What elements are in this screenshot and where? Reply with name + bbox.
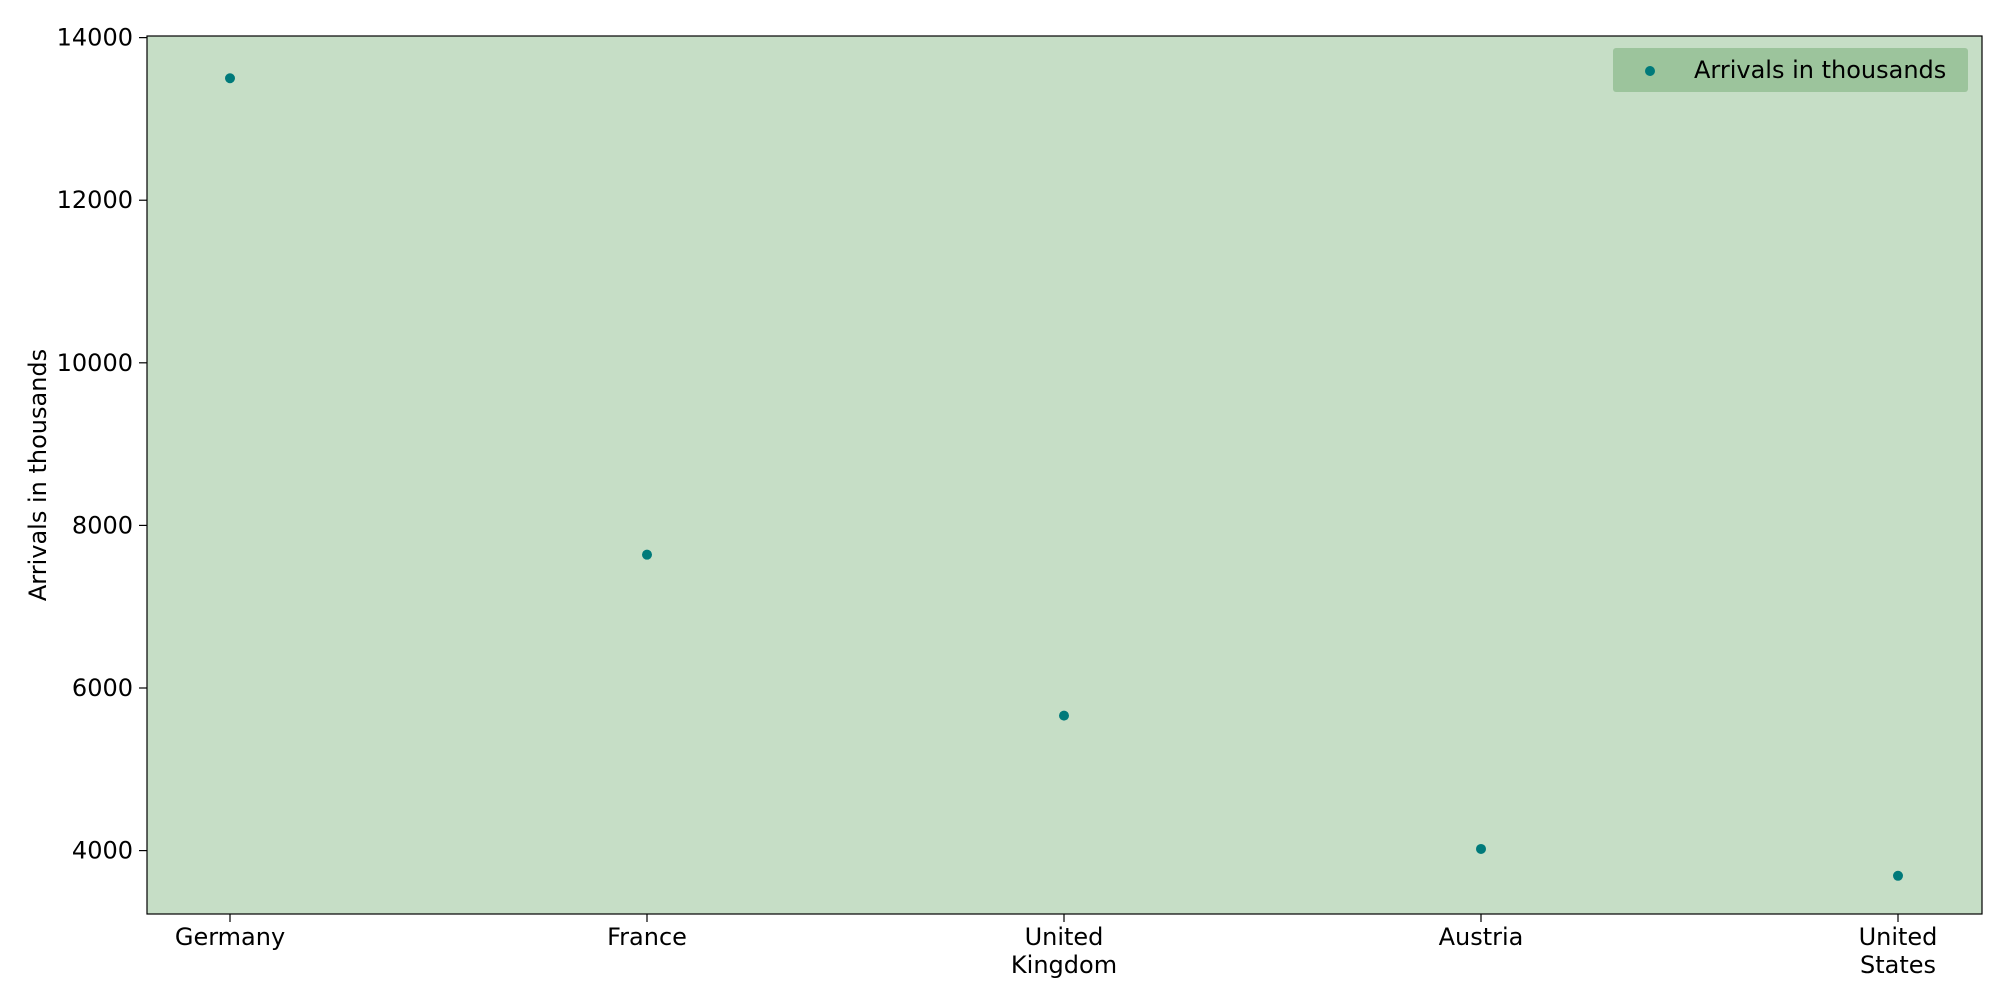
plot-area [147, 36, 1982, 914]
x-tick-label: Austria [1439, 923, 1524, 951]
data-points [225, 73, 1903, 881]
x-tick-label: United Kingdom [1011, 923, 1117, 979]
y-tick-label: 4000 [72, 837, 133, 865]
y-axis-label: Arrivals in thousands [24, 349, 52, 601]
y-axis: 4000 6000 8000 10000 12000 14000 [57, 24, 147, 865]
y-tick-label: 8000 [72, 511, 133, 539]
legend-marker [1645, 66, 1655, 76]
data-point [1059, 710, 1069, 721]
x-tick-label: Germany [175, 923, 285, 951]
y-tick-label: 12000 [57, 186, 133, 214]
x-tick-label: France [607, 923, 687, 951]
data-point [1476, 843, 1486, 854]
data-point [1893, 870, 1903, 881]
legend-box [1613, 48, 1968, 92]
data-point [225, 73, 235, 84]
legend-label: Arrivals in thousands [1694, 56, 1946, 84]
y-tick-label: 6000 [72, 674, 133, 702]
data-point [642, 549, 652, 560]
y-tick-label: 10000 [57, 349, 133, 377]
plot-frame [146, 35, 1983, 915]
legend: Arrivals in thousands [1613, 48, 1968, 92]
y-tick-label: 14000 [57, 24, 133, 52]
x-tick-label: United States [1859, 923, 1938, 979]
x-axis: Germany France United Kingdom Austria United S… [175, 914, 1938, 979]
